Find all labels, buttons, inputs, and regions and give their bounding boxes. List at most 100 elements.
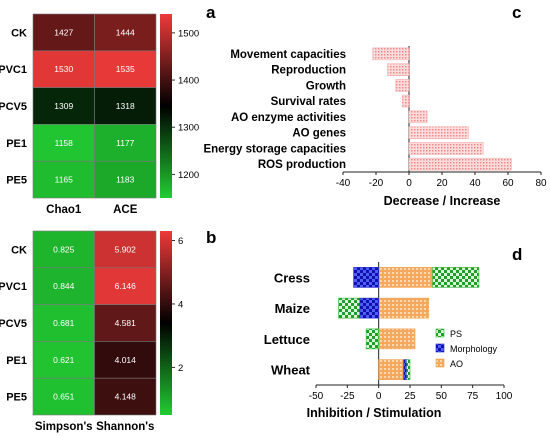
x-tick-label: 25 [404, 391, 416, 402]
row-label: PE5 [6, 392, 27, 404]
x-tick-label: 75 [467, 391, 479, 402]
row-label: PCV5 [0, 101, 27, 113]
heatmap-cell [94, 267, 157, 305]
column-label: Simpson's [35, 421, 93, 433]
colorbar-tick-label: 2 [178, 363, 183, 374]
bar [408, 110, 428, 124]
legend-label: PS [450, 329, 462, 339]
bar-chart-d: -50 -25 0 25 50 75 100 Cress Maize Lettuce Wheat PS… [264, 262, 513, 420]
bar-segment [365, 328, 379, 350]
category-label: Cress [274, 270, 310, 285]
category-label: Growth [306, 80, 346, 92]
cell-value: 0.825 [53, 244, 75, 254]
bar-segment [378, 267, 433, 288]
panel-label-a: a [206, 3, 216, 22]
row-label: CK [11, 244, 27, 256]
x-tick-label: 80 [535, 178, 547, 189]
category-label: Wheat [271, 363, 311, 378]
bar [408, 126, 469, 139]
row-label: PCV5 [0, 318, 27, 330]
cell-value: 1535 [116, 64, 135, 74]
category-label: AO genes [292, 128, 346, 140]
colorbar-tick-label: 4 [178, 299, 183, 310]
x-tick-label: 50 [436, 391, 448, 402]
heatmap-cell [32, 377, 95, 416]
x-tick-label: -20 [369, 178, 384, 189]
column-label: Chao1 [46, 204, 82, 216]
row-label: PE5 [6, 175, 27, 187]
bar [372, 47, 410, 61]
category-label: Survival rates [271, 96, 346, 108]
heatmap-cell [32, 87, 95, 125]
x-tick-label: -25 [340, 391, 355, 402]
heatmap-b: CK 0.825 5.902 PVC1 0.844 6.146 PCV5 0.681 4.581… [0, 230, 183, 433]
bar-segment [359, 297, 379, 319]
cell-value: 0.621 [53, 355, 75, 365]
category-label: Movement capacities [230, 49, 346, 61]
cell-value: 1309 [54, 101, 73, 111]
bar-segment [338, 297, 361, 319]
bar [408, 142, 484, 155]
cell-value: 6.146 [115, 281, 137, 291]
colorbar-tick-label: 1500 [178, 28, 199, 39]
legend-swatch [435, 343, 445, 353]
x-tick-label: -40 [336, 178, 351, 189]
heatmap-cell [94, 230, 157, 269]
heatmap-cell [32, 230, 95, 269]
cell-value: 0.681 [53, 318, 75, 328]
category-label: Reproduction [271, 65, 346, 77]
bar-segment [378, 297, 430, 319]
x-axis-label: Inhibition / Stimulation [307, 406, 442, 420]
legend-label: AO [450, 359, 463, 369]
category-label: Maize [275, 301, 310, 316]
category-label: Energy storage capacities [203, 143, 346, 155]
heatmap-cell [32, 160, 95, 199]
column-label: ACE [113, 204, 138, 216]
cell-value: 1165 [55, 175, 74, 185]
heatmap-cell [32, 50, 95, 88]
cell-value: 1318 [116, 101, 135, 111]
row-label: PVC1 [0, 64, 27, 76]
x-axis-label: Decrease / Increase [384, 194, 501, 208]
x-tick-label: -50 [309, 391, 324, 402]
bar-segment [432, 267, 480, 288]
x-tick-label: 60 [502, 178, 514, 189]
cell-value: 1183 [116, 175, 135, 185]
panel-label-c: c [512, 3, 521, 22]
bar [408, 157, 512, 171]
cell-value: 1177 [116, 138, 135, 148]
panel-label-d: d [512, 245, 522, 264]
category-label: ROS production [258, 159, 346, 171]
category-label: AO enzyme activities [231, 112, 346, 124]
column-label: Shannon's [96, 421, 154, 433]
row-label: PE1 [6, 355, 27, 367]
bar-segment [405, 359, 411, 380]
heatmap-cell [94, 377, 157, 416]
bar-segment [403, 359, 407, 380]
bar-segment [378, 359, 405, 380]
bar [387, 63, 410, 76]
heatmap-cell [32, 13, 95, 52]
row-label: PE1 [6, 138, 27, 150]
cell-value: 5.902 [115, 244, 137, 254]
bar-segment [378, 328, 416, 350]
x-tick-label: 0 [376, 391, 382, 402]
cell-value: 0.844 [53, 281, 75, 291]
row-label: PVC1 [0, 281, 27, 293]
legend-swatch [435, 328, 445, 338]
heatmap-cell [94, 87, 157, 125]
colorbar-tick-label: 1200 [178, 170, 199, 181]
x-tick-label: 20 [436, 178, 448, 189]
cell-value: 4.581 [115, 318, 137, 328]
cell-value: 1444 [116, 27, 135, 37]
bar-chart-c: -40 -20 0 20 40 60 80 Movement capacities Reprod… [203, 46, 547, 208]
bar [402, 94, 410, 108]
legend-label: Morphology [450, 344, 498, 354]
heatmap-a: CK 1427 1444 PVC1 1530 1535 PCV5 1309 1318 PE1 115… [0, 13, 199, 216]
colorbar [160, 14, 172, 198]
x-tick-label: 0 [406, 178, 412, 189]
category-label: Lettuce [264, 332, 310, 347]
heatmap-cell [94, 160, 157, 199]
cell-value: 4.014 [115, 355, 137, 365]
legend-swatch [435, 358, 445, 368]
